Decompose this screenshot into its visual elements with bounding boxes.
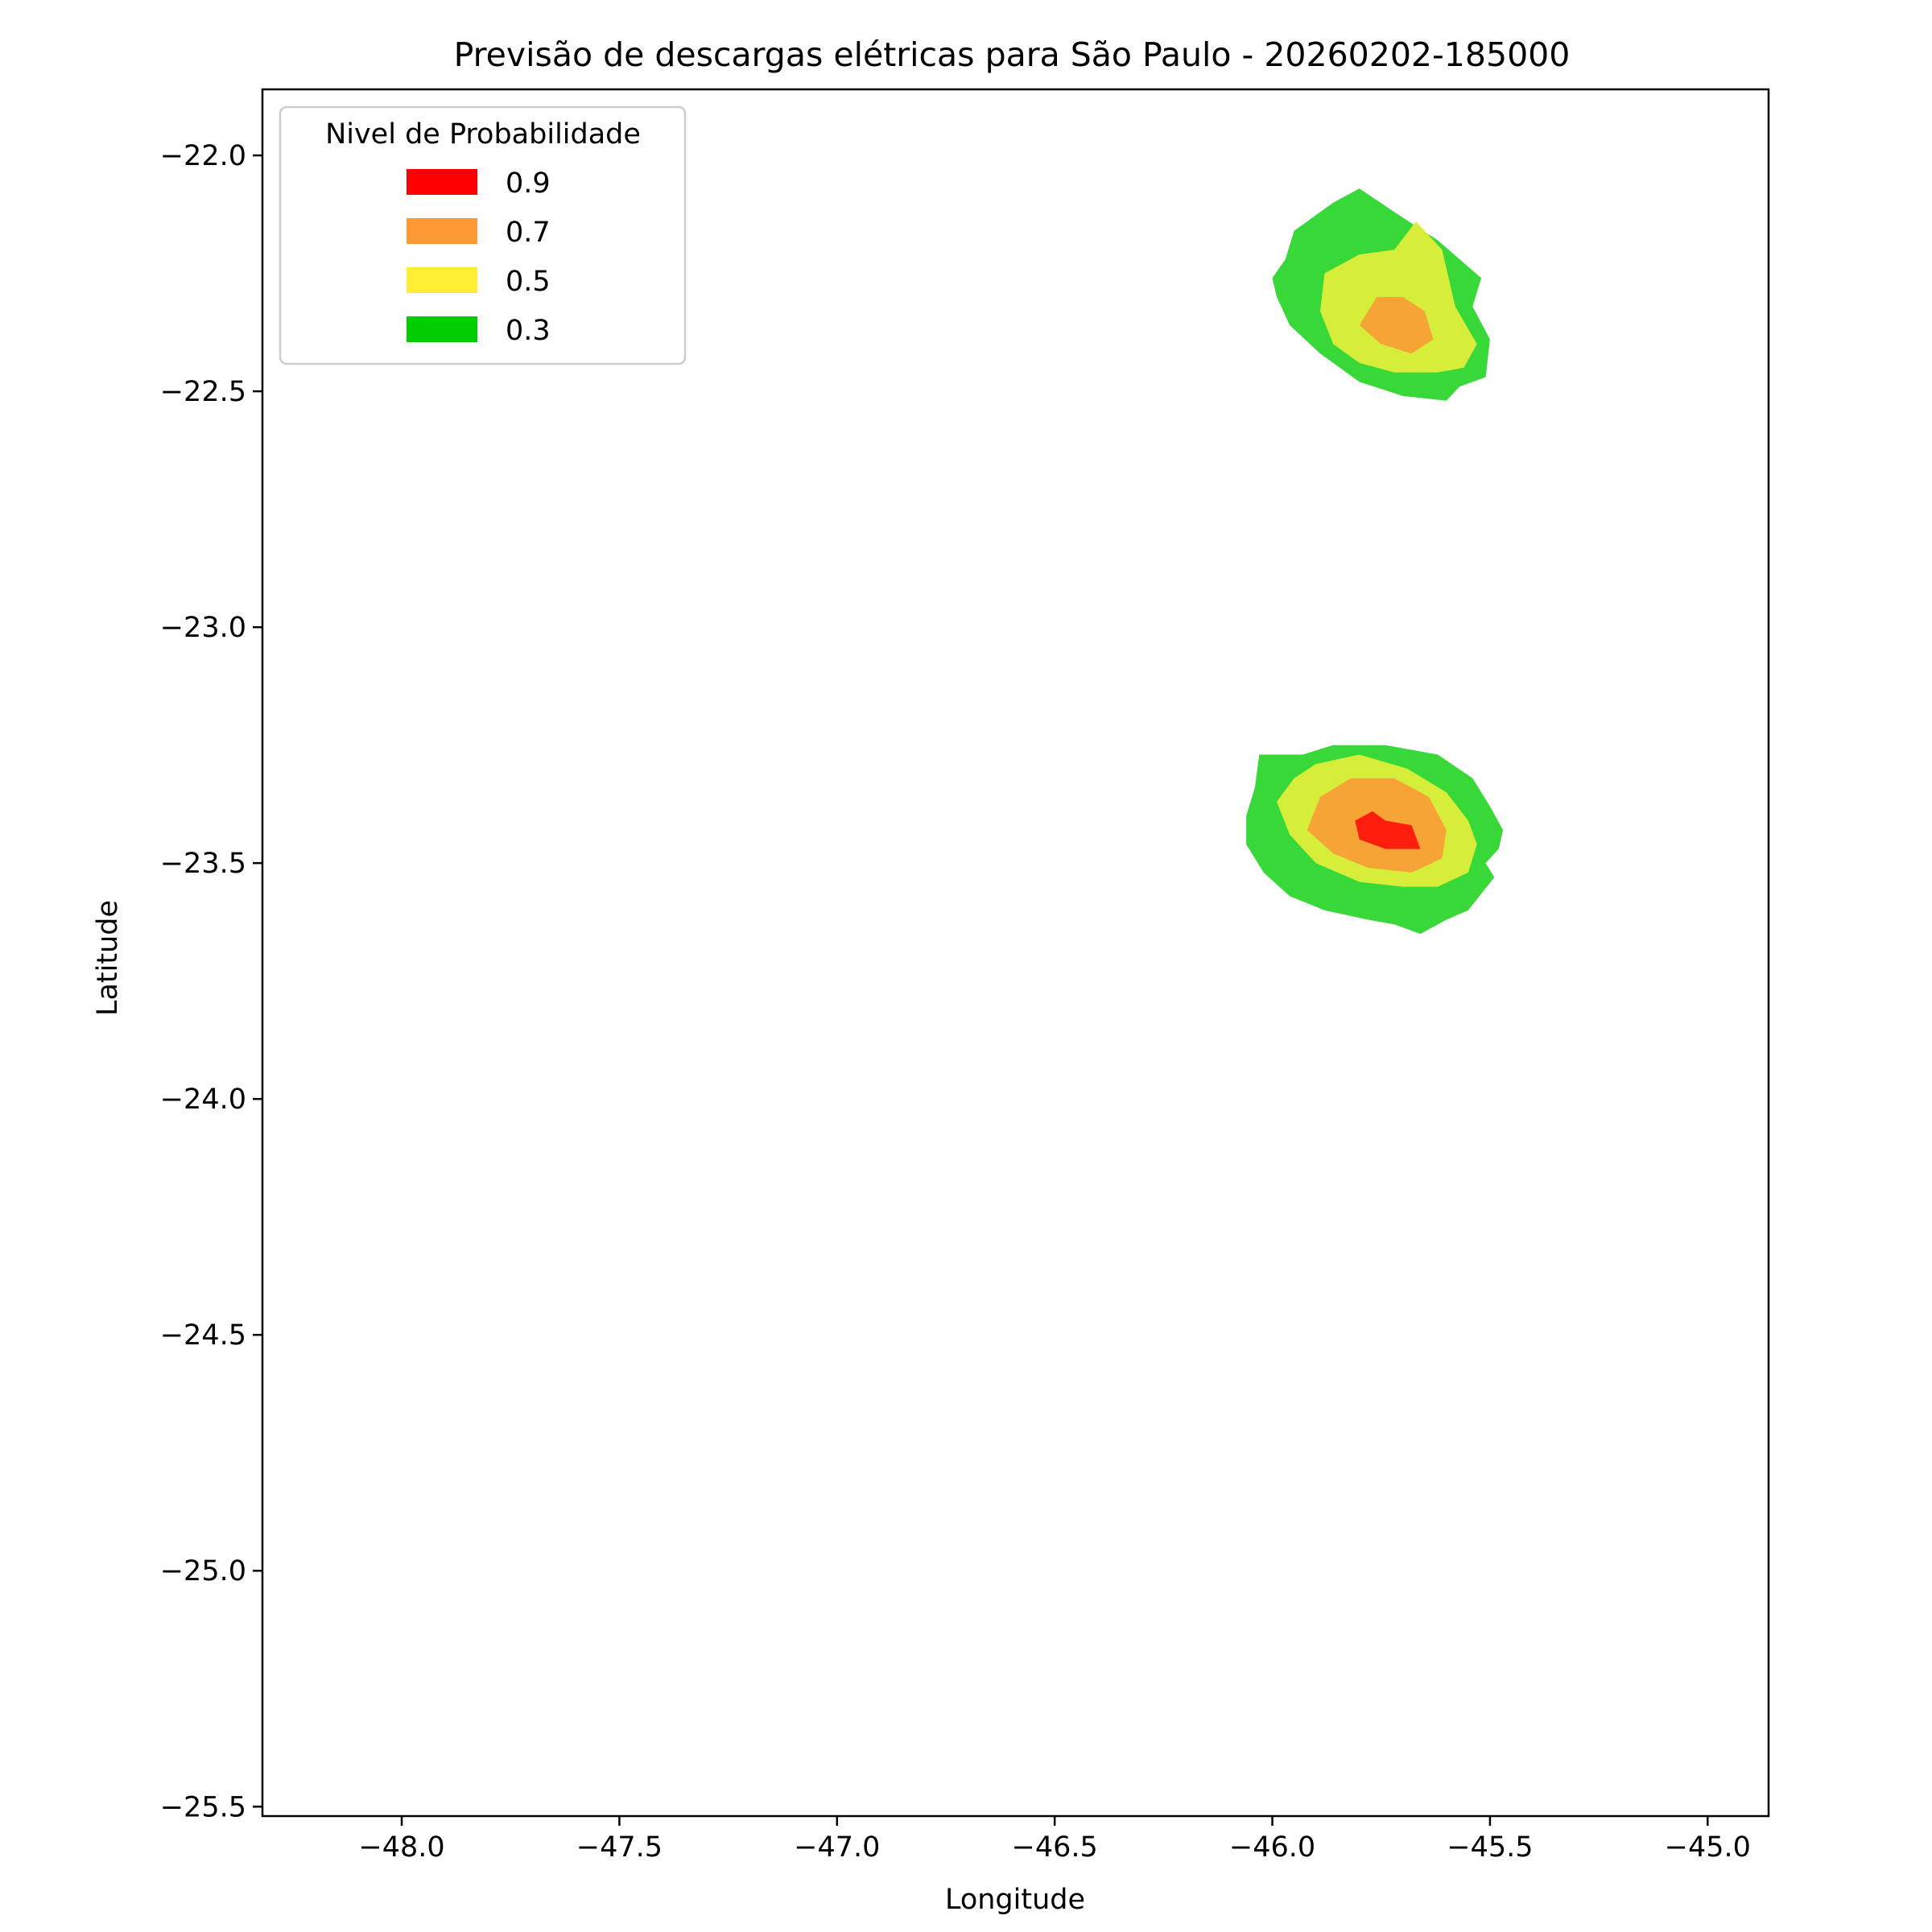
y-tick-label: −25.5 [160,1791,246,1823]
chart-title: Previsão de descargas elétricas para São… [454,35,1571,74]
legend-label-03: 0.3 [506,315,551,347]
y-axis-label: Latitude [92,900,124,1016]
y-tick-label: −23.0 [160,612,246,644]
legend-swatch-07 [407,218,477,244]
y-tick-label: −23.5 [160,848,246,880]
x-tick-label: −46.5 [1012,1831,1098,1864]
legend-title: Nivel de Probabilidade [325,118,641,151]
y-tick-label: −22.5 [160,376,246,408]
legend-swatch-03 [407,316,477,342]
y-tick-label: −24.0 [160,1084,246,1116]
x-tick-label: −47.0 [794,1831,880,1864]
legend-swatch-05 [407,267,477,293]
plot-background [262,89,1769,1816]
contour-regions [1246,188,1504,935]
y-tick-label: −25.0 [160,1555,246,1587]
plot-area [261,88,1770,1818]
legend-label-07: 0.7 [506,217,551,249]
x-tick-label: −45.5 [1447,1831,1533,1864]
y-axis: −22.0 −22.5 −23.0 −23.5 −24.0 −24.5 −25.0 −25.5 [160,140,262,1823]
x-tick-label: −47.5 [576,1831,663,1864]
legend-entries: 0.9 0.7 0.5 0.3 [407,167,551,347]
legend-swatch-09 [407,169,477,195]
y-tick-label: −22.0 [160,140,246,172]
x-axis: −48.0 −47.5 −47.0 −46.5 −46.0 −45.5 −45.0 [358,1816,1751,1864]
contour-region-north-05 [1320,221,1477,373]
legend: Nivel de Probabilidade 0.9 0.7 0.5 0.3 [279,105,687,365]
legend-label-09: 0.9 [506,167,551,200]
x-tick-label: −48.0 [358,1831,444,1864]
legend-box [279,105,687,365]
x-tick-label: −46.0 [1229,1831,1315,1864]
plot-frame [261,88,1770,1818]
legend-label-05: 0.5 [506,266,551,298]
x-axis-label: Longitude [945,1884,1085,1916]
x-tick-label: −45.0 [1665,1831,1751,1864]
y-tick-label: −24.5 [160,1319,246,1352]
contour-region-south-09 [1355,811,1421,849]
contour-region-north-07 [1359,296,1434,354]
